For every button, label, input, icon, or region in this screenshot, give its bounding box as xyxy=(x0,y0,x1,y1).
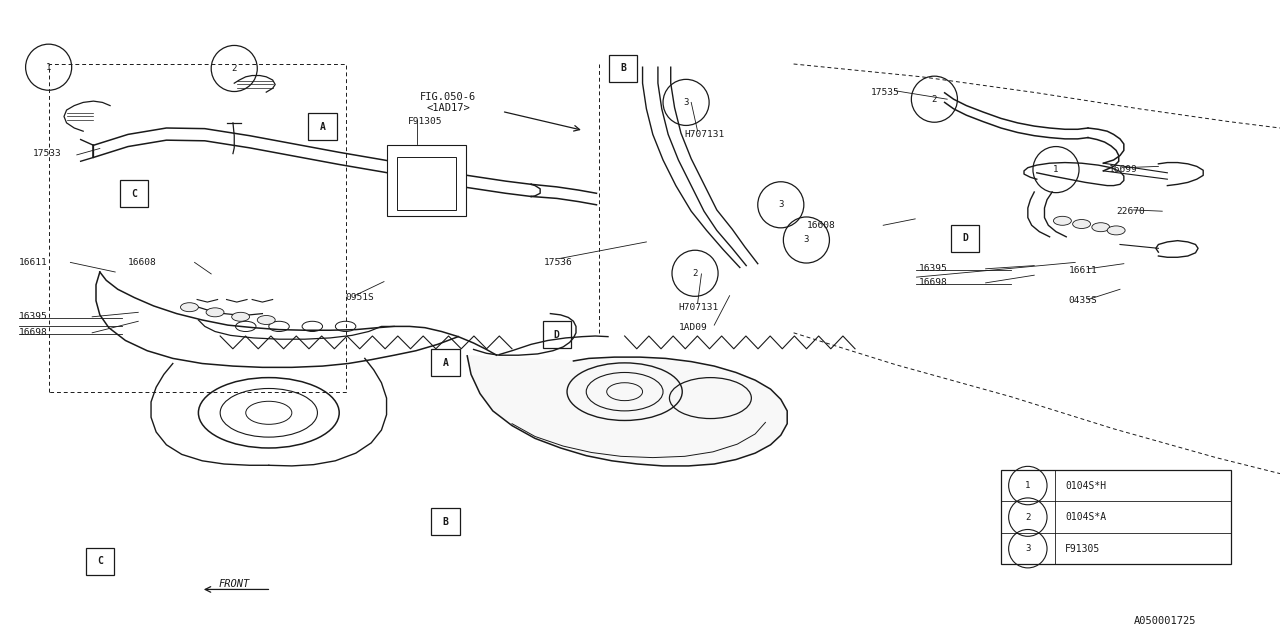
Bar xyxy=(397,157,456,210)
Text: 2: 2 xyxy=(932,95,937,104)
Text: 1: 1 xyxy=(1053,165,1059,174)
Text: 0104S*A: 0104S*A xyxy=(1065,512,1106,522)
Text: H707131: H707131 xyxy=(685,130,724,139)
Text: 1AD09: 1AD09 xyxy=(678,323,707,332)
Text: B: B xyxy=(443,516,448,527)
Text: 0435S: 0435S xyxy=(1069,296,1097,305)
Text: 1: 1 xyxy=(1025,481,1030,490)
Text: B: B xyxy=(621,63,626,74)
Text: 16608: 16608 xyxy=(806,221,835,230)
Text: F91305: F91305 xyxy=(408,117,443,126)
Text: 2: 2 xyxy=(1025,513,1030,522)
Text: 3: 3 xyxy=(684,98,689,107)
Text: 16611: 16611 xyxy=(1069,266,1097,275)
Text: 3: 3 xyxy=(1025,544,1030,553)
Text: 16395: 16395 xyxy=(919,264,947,273)
Bar xyxy=(387,145,466,216)
Bar xyxy=(609,55,637,82)
Circle shape xyxy=(180,303,198,312)
Circle shape xyxy=(257,316,275,324)
Text: 0951S: 0951S xyxy=(346,293,374,302)
Bar xyxy=(120,180,148,207)
Text: 17535: 17535 xyxy=(870,88,899,97)
Text: 2: 2 xyxy=(232,64,237,73)
Text: D: D xyxy=(963,233,968,243)
Bar xyxy=(308,113,337,140)
Text: A: A xyxy=(320,122,325,132)
Text: 16395: 16395 xyxy=(19,312,47,321)
Bar xyxy=(86,548,114,575)
Text: F91305: F91305 xyxy=(1065,544,1101,554)
Bar xyxy=(951,225,979,252)
Circle shape xyxy=(1073,220,1091,228)
Circle shape xyxy=(206,308,224,317)
Text: C: C xyxy=(132,189,137,199)
Text: 17533: 17533 xyxy=(33,149,61,158)
Text: 22670: 22670 xyxy=(1116,207,1144,216)
Circle shape xyxy=(1092,223,1110,232)
Polygon shape xyxy=(467,356,787,466)
Text: D: D xyxy=(554,330,559,340)
Text: A: A xyxy=(443,358,448,368)
Text: 16611: 16611 xyxy=(19,258,47,267)
Text: 1: 1 xyxy=(46,63,51,72)
Circle shape xyxy=(232,312,250,321)
Text: 16608: 16608 xyxy=(128,258,156,267)
Text: 3: 3 xyxy=(804,236,809,244)
Bar xyxy=(543,321,571,348)
Text: FRONT: FRONT xyxy=(219,579,250,589)
Text: 16699: 16699 xyxy=(1108,165,1137,174)
Bar xyxy=(1001,470,1231,564)
Circle shape xyxy=(1053,216,1071,225)
Text: A050001725: A050001725 xyxy=(1134,616,1197,626)
Text: 0104S*H: 0104S*H xyxy=(1065,481,1106,490)
Text: 17536: 17536 xyxy=(544,258,572,267)
Bar xyxy=(431,508,460,535)
Text: 2: 2 xyxy=(692,269,698,278)
Text: 16698: 16698 xyxy=(919,278,947,287)
Circle shape xyxy=(1107,226,1125,235)
Text: C: C xyxy=(97,556,102,566)
Text: 16698: 16698 xyxy=(19,328,47,337)
Text: 3: 3 xyxy=(778,200,783,209)
Text: FIG.050-6
<1AD17>: FIG.050-6 <1AD17> xyxy=(420,92,476,113)
Text: H707131: H707131 xyxy=(678,303,718,312)
Bar xyxy=(431,349,460,376)
